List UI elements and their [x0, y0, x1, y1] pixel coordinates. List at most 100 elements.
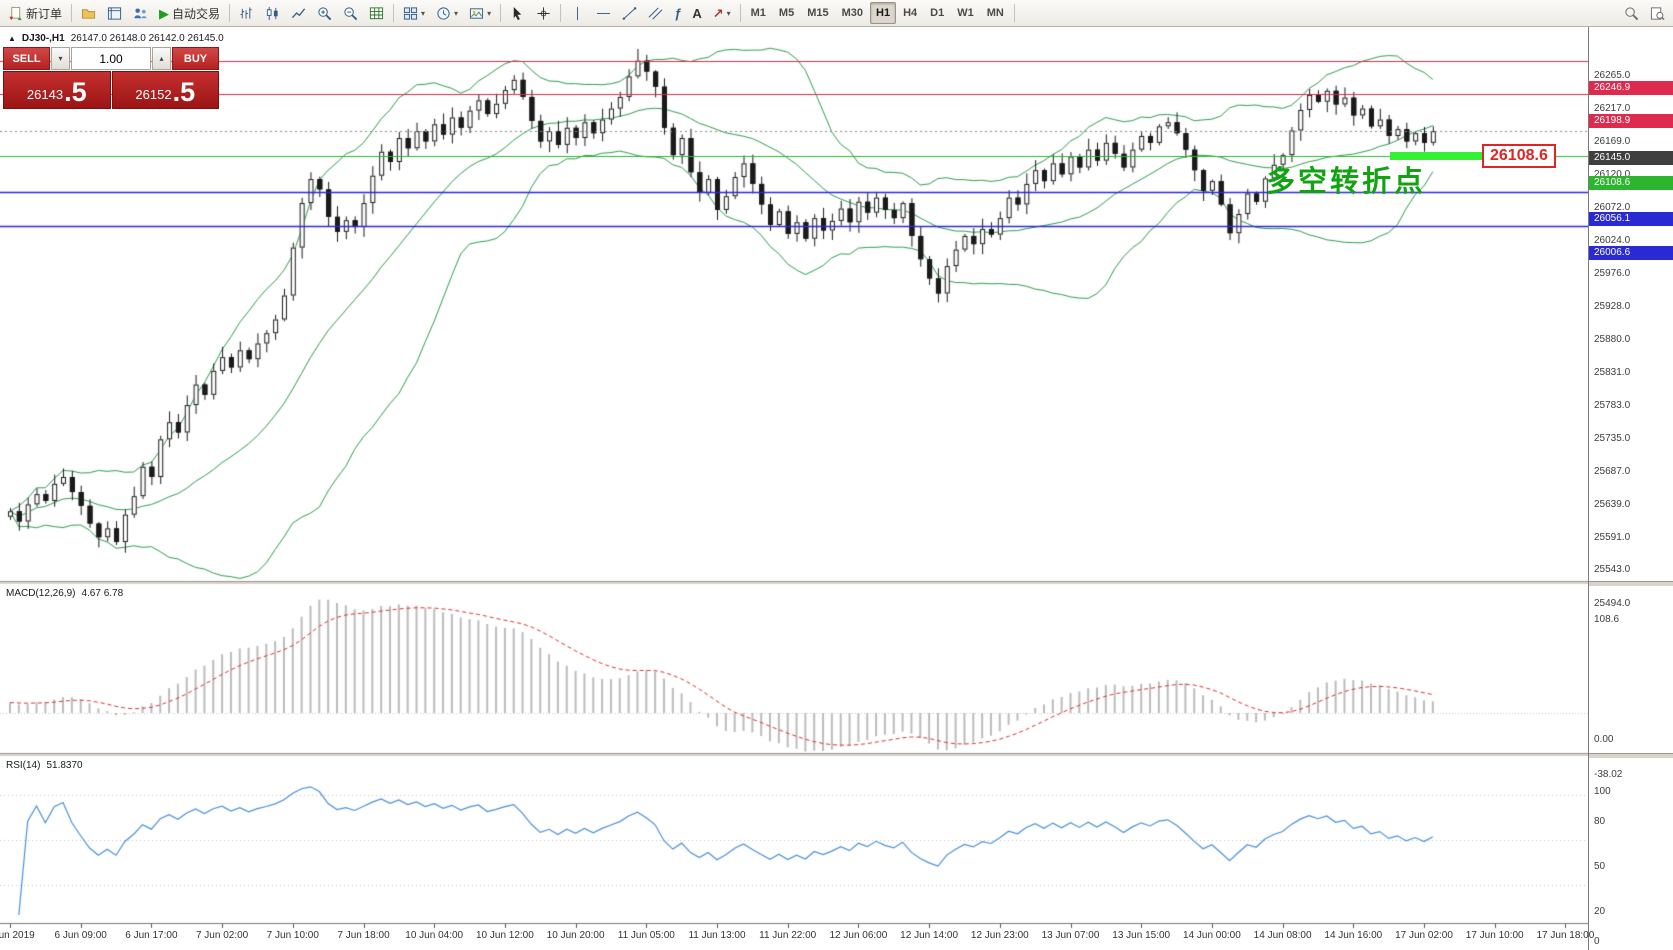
time-label: 17 Jun 10:00: [1465, 930, 1524, 941]
panel-separator[interactable]: [1589, 581, 1673, 586]
autotrading-button[interactable]: ▶ 自动交易: [154, 1, 225, 25]
arrow-tool-icon: ↗: [712, 5, 724, 21]
y-axis-label: 25831.0: [1594, 367, 1631, 378]
time-label: 7 Jun 02:00: [195, 930, 249, 941]
toolbar-separator: [1013, 4, 1015, 22]
symbol-info: ▲ DJ30-,H1 26147.0 26148.0 26142.0 26145…: [8, 33, 224, 44]
autotrading-play-icon: ▶: [159, 5, 170, 21]
zoom-in-button[interactable]: [312, 1, 337, 25]
buy-button[interactable]: BUY: [172, 47, 219, 70]
symbol-search-button[interactable]: [1645, 1, 1670, 25]
vertical-line-button[interactable]: [565, 1, 590, 25]
timeframe-group: M1 M5 M15 M30 H1 H4 D1 W1 MN: [745, 2, 1010, 24]
buy-price-fraction: .5: [172, 77, 196, 107]
fibonacci-button[interactable]: ƒ: [669, 1, 686, 25]
rsi-scale-label: 100: [1594, 786, 1611, 797]
new-order-icon: [8, 6, 23, 21]
sell-price-button[interactable]: 26143 .5: [3, 71, 111, 109]
timeframe-w1[interactable]: W1: [957, 7, 974, 19]
candlestick-chart-button[interactable]: [260, 1, 285, 25]
bar-chart-button[interactable]: [234, 1, 259, 25]
price-tag-26145.0: 26145.0: [1589, 151, 1673, 165]
macd-scale-label: 0.00: [1594, 734, 1614, 745]
vertical-line-icon: [570, 6, 585, 21]
price-scale[interactable]: 26265.0 26217.0 26169.0 26120.0 26072.0 26024…: [1588, 27, 1673, 950]
y-axis-label: 25494.0: [1594, 598, 1631, 609]
y-axis-label: 25783.0: [1594, 400, 1631, 411]
time-axis[interactable]: 5 Jun 2019 6 Jun 09:00 6 Jun 17:00 7 Jun 02…: [0, 923, 1594, 950]
price-callout-label: 26108.6: [1482, 144, 1556, 168]
crosshair-icon: [536, 6, 551, 21]
tile-windows-button[interactable]: ▾: [398, 1, 430, 25]
rsi-value: 51.8370: [46, 760, 83, 771]
macd-values: 4.67 6.78: [81, 588, 124, 599]
time-label: 10 Jun 04:00: [405, 930, 464, 941]
line-chart-button[interactable]: [286, 1, 311, 25]
crosshair-button[interactable]: [531, 1, 556, 25]
timeframe-d1[interactable]: D1: [930, 7, 945, 19]
y-axis-label: 26024.0: [1594, 235, 1631, 246]
turning-point-annotation: 多空转折点: [1266, 166, 1427, 198]
timeframe-m1[interactable]: M1: [750, 7, 766, 19]
text-tool-icon: A: [692, 5, 702, 21]
new-order-button[interactable]: 新订单: [3, 1, 67, 25]
search-button[interactable]: [1619, 1, 1644, 25]
trendline-button[interactable]: [617, 1, 642, 25]
timeframe-mn[interactable]: MN: [986, 7, 1004, 19]
macd-scale-label: -38.02: [1594, 769, 1623, 780]
timeframe-m15[interactable]: M15: [807, 7, 829, 19]
sell-price-fraction: .5: [64, 77, 87, 107]
snapshot-button[interactable]: ▾: [464, 1, 496, 25]
volume-increase-button[interactable]: ▴: [152, 47, 171, 70]
toolbar-separator: [393, 4, 395, 22]
zoom-out-button[interactable]: [338, 1, 363, 25]
buy-price-button[interactable]: 26152 .5: [111, 71, 219, 109]
macd-scale-label: 108.6: [1594, 614, 1620, 625]
time-label: 14 Jun 16:00: [1324, 930, 1383, 941]
period-button[interactable]: ▾: [431, 1, 463, 25]
timeframe-m5[interactable]: M5: [778, 7, 795, 19]
search-icon: [1624, 6, 1639, 21]
templates-button[interactable]: [76, 1, 101, 25]
tile-windows-icon: [403, 6, 418, 21]
text-tool-button[interactable]: A: [687, 1, 706, 25]
rsi-scale-label: 50: [1594, 861, 1606, 872]
toolbar-separator: [560, 4, 562, 22]
timeframe-h1[interactable]: H1: [870, 2, 897, 24]
time-label: 14 Jun 08:00: [1253, 930, 1312, 941]
time-label: 11 Jun 13:00: [688, 930, 746, 941]
volume-input[interactable]: [71, 47, 151, 70]
price-tag-26108.6: 26108.6: [1589, 176, 1673, 190]
sell-button[interactable]: SELL: [3, 47, 50, 70]
horizontal-line-button[interactable]: [591, 1, 616, 25]
panel-separator[interactable]: [1589, 753, 1673, 758]
price-highlight-marker: [1390, 152, 1490, 160]
time-label: 11 Jun 22:00: [759, 930, 817, 941]
toolbar-separator: [500, 4, 502, 22]
cursor-button[interactable]: [505, 1, 530, 25]
rsi-scale-label: 0: [1594, 936, 1600, 947]
toolbar-separator: [71, 4, 73, 22]
trendline-icon: [622, 6, 637, 21]
price-chart-canvas[interactable]: [0, 27, 1588, 950]
price-tag-26006.6: 26006.6: [1589, 246, 1673, 260]
symbol-search-icon: [1650, 6, 1665, 21]
y-axis-label: 26265.0: [1594, 70, 1631, 81]
auto-scroll-button[interactable]: [364, 1, 389, 25]
market-watch-button[interactable]: [102, 1, 127, 25]
cursor-icon: [510, 6, 525, 21]
channel-icon: [648, 6, 663, 21]
data-window-button[interactable]: [128, 1, 153, 25]
arrows-tool-button[interactable]: ↗ ▾: [708, 1, 736, 25]
volume-decrease-button[interactable]: ▾: [51, 47, 70, 70]
sell-price-main: 26143: [26, 87, 64, 102]
candlestick-chart-icon: [265, 6, 280, 21]
timeframe-h4[interactable]: H4: [903, 7, 918, 19]
toolbar-separator: [229, 4, 231, 22]
price-tag-26246.9: 26246.9: [1589, 81, 1673, 95]
y-axis-label: 25591.0: [1594, 532, 1631, 543]
buy-price-main: 26152: [135, 87, 172, 102]
channel-button[interactable]: [643, 1, 668, 25]
tile-windows-caret-icon: ▾: [421, 8, 426, 18]
timeframe-m30[interactable]: M30: [841, 7, 863, 19]
